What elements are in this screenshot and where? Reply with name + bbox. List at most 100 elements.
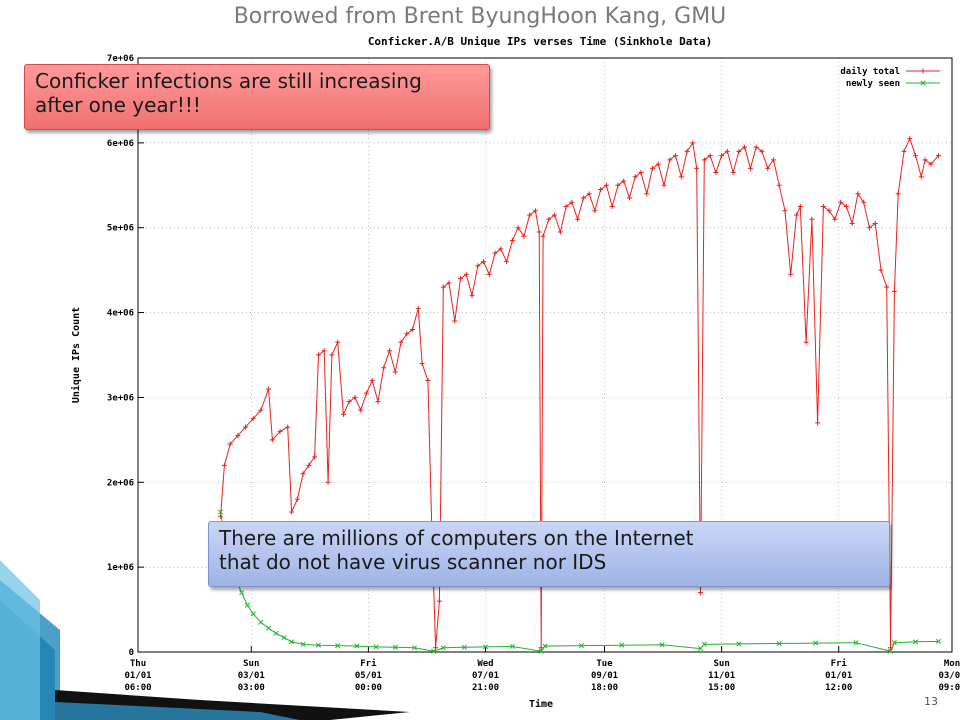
x-tick-label: 00:00 — [355, 683, 382, 693]
data-point-daily-total — [918, 174, 924, 180]
data-point-newly-seen — [431, 648, 437, 654]
data-point-daily-total — [458, 276, 464, 282]
data-point-daily-total — [386, 348, 392, 354]
data-point-daily-total — [644, 191, 650, 197]
data-point-daily-total — [609, 204, 615, 209]
data-point-daily-total — [410, 327, 416, 333]
data-point-daily-total — [546, 216, 552, 222]
data-point-daily-total — [321, 348, 327, 354]
data-point-daily-total — [922, 157, 928, 163]
data-point-daily-total — [826, 208, 832, 214]
data-point-newly-seen — [373, 644, 379, 650]
data-point-daily-total — [266, 386, 272, 392]
callout-unprotected-line1: There are millions of computers on the I… — [219, 526, 694, 550]
data-point-daily-total — [936, 153, 942, 159]
data-point-daily-total — [815, 420, 821, 426]
data-point-daily-total — [436, 598, 442, 604]
data-point-daily-total — [552, 212, 558, 218]
data-point-daily-total — [381, 365, 387, 371]
data-point-daily-total — [765, 165, 771, 171]
data-point-daily-total — [536, 229, 542, 235]
data-point-daily-total — [891, 288, 897, 294]
y-tick-label: 3e+06 — [107, 393, 134, 403]
data-point-daily-total — [289, 509, 295, 515]
data-point-daily-total — [861, 199, 867, 205]
data-point-newly-seen — [736, 641, 742, 647]
data-point-daily-total — [392, 369, 398, 375]
data-point-daily-total — [575, 216, 581, 222]
y-tick-label: 0 — [129, 648, 134, 658]
legend-marker-newly-seen — [920, 80, 926, 86]
x-tick-label: 12:00 — [825, 683, 852, 693]
data-point-newly-seen — [411, 645, 418, 651]
data-point-daily-total — [540, 233, 546, 239]
y-tick-label: 2e+06 — [107, 478, 134, 488]
data-point-daily-total — [701, 157, 707, 163]
data-point-daily-total — [650, 165, 656, 171]
data-point-newly-seen — [888, 648, 894, 654]
data-point-daily-total — [713, 170, 719, 176]
y-axis-label: Unique IPs Count — [70, 307, 82, 403]
data-point-newly-seen — [482, 644, 489, 650]
data-point-daily-total — [626, 195, 632, 201]
data-point-daily-total — [838, 199, 844, 205]
data-point-daily-total — [598, 187, 604, 193]
x-tick-label: Fri — [360, 658, 377, 669]
data-point-daily-total — [753, 144, 759, 150]
chart-legend: daily total newly seen — [840, 66, 940, 89]
data-point-daily-total — [895, 191, 901, 197]
data-point-newly-seen — [538, 648, 544, 654]
data-point-newly-seen — [250, 611, 256, 617]
chart-title: Conficker.A/B Unique IPs verses Time (Si… — [368, 35, 712, 48]
data-point-daily-total — [375, 399, 381, 405]
data-point-daily-total — [719, 153, 725, 159]
x-tick-label: Tue — [596, 659, 613, 669]
legend-marker-daily-total — [920, 68, 926, 74]
data-point-daily-total — [832, 216, 838, 222]
data-point-daily-total — [782, 208, 788, 214]
data-point-daily-total — [285, 424, 291, 430]
data-point-daily-total — [306, 462, 312, 468]
data-point-daily-total — [736, 148, 742, 154]
data-point-daily-total — [698, 590, 704, 596]
data-point-daily-total — [335, 339, 341, 345]
x-tick-label: 01/01 — [124, 671, 151, 681]
data-point-newly-seen — [578, 643, 585, 649]
data-point-newly-seen — [440, 645, 446, 651]
data-point-daily-total — [452, 318, 458, 324]
data-point-daily-total — [509, 237, 515, 243]
x-axis-label: Time — [529, 698, 553, 710]
data-point-daily-total — [486, 271, 492, 277]
data-point-newly-seen — [542, 643, 548, 649]
data-point-daily-total — [258, 407, 264, 413]
data-point-newly-seen — [659, 642, 665, 648]
data-point-daily-total — [690, 140, 696, 146]
x-tick-label: Sun — [243, 659, 259, 669]
data-point-daily-total — [227, 441, 233, 447]
data-point-daily-total — [532, 208, 538, 214]
y-tick-label: 4e+06 — [107, 309, 134, 319]
data-point-daily-total — [809, 216, 815, 222]
data-point-daily-total — [419, 360, 425, 366]
callout-unprotected: There are millions of computers on the I… — [208, 521, 890, 587]
data-point-newly-seen — [509, 643, 515, 650]
data-point-daily-total — [294, 496, 300, 502]
data-point-daily-total — [515, 225, 521, 231]
x-tick-label: 07/01 — [472, 671, 499, 681]
data-point-daily-total — [592, 208, 598, 214]
data-point-daily-total — [481, 259, 487, 265]
data-point-daily-total — [358, 407, 364, 413]
data-point-newly-seen — [776, 640, 782, 647]
x-tick-label: 09/01 — [591, 671, 618, 681]
page-number: 13 — [924, 695, 938, 708]
data-point-daily-total — [684, 148, 690, 154]
data-point-daily-total — [759, 148, 765, 154]
data-point-daily-total — [793, 212, 799, 218]
data-point-daily-total — [315, 352, 321, 358]
data-point-daily-total — [678, 174, 684, 180]
data-point-daily-total — [747, 165, 753, 171]
data-point-daily-total — [849, 220, 855, 226]
data-point-daily-total — [527, 212, 533, 218]
x-tick-label: Thu — [130, 659, 146, 669]
callout-infections-line1: Conficker infections are still increasin… — [35, 69, 422, 93]
